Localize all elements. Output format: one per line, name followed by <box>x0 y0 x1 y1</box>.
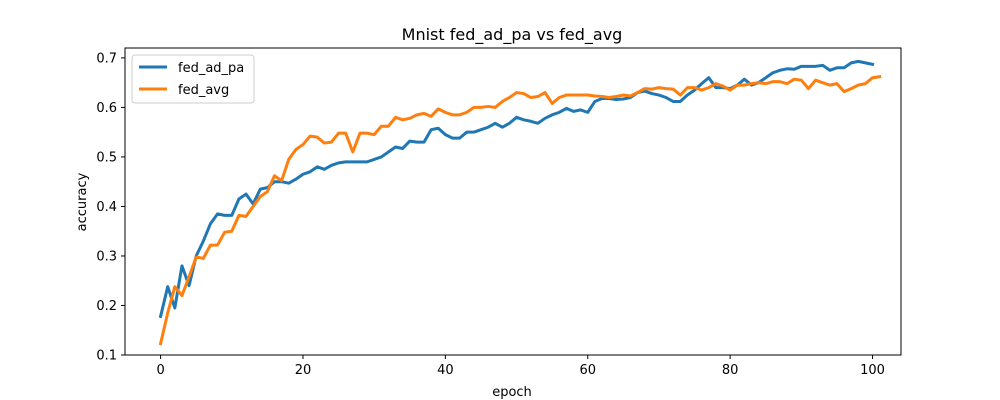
plot-frame <box>124 47 902 356</box>
y-tick-label: 0.1 <box>96 349 117 364</box>
legend: fed_ad_pa fed_avg <box>131 54 255 104</box>
x-tick-label: 100 <box>860 363 885 378</box>
y-tick-label: 0.5 <box>96 150 117 165</box>
y-axis-label: accuracy <box>75 172 90 231</box>
y-tick-label: 0.6 <box>96 101 117 116</box>
x-tick-label: 80 <box>722 363 739 378</box>
x-tick-label: 40 <box>437 363 454 378</box>
x-tick-label: 20 <box>295 363 312 378</box>
x-tick-label: 0 <box>156 363 164 378</box>
legend-label-fed-ad-pa: fed_ad_pa <box>178 61 244 76</box>
ticks-layer: 0 20 40 60 80 100 0.1 0.2 0.3 0.4 0.5 0.6 0.7 <box>96 51 885 378</box>
y-tick-label: 0.2 <box>96 299 117 314</box>
series-line-fed-avg <box>158 75 882 346</box>
y-tick-label: 0.4 <box>96 200 117 215</box>
y-tick-label: 0.3 <box>96 249 117 264</box>
x-axis-label: epoch <box>492 385 532 400</box>
y-tick-label: 0.7 <box>96 51 117 66</box>
legend-label-fed-avg: fed_avg <box>178 83 229 98</box>
chart-title: Mnist fed_ad_pa vs fed_avg <box>402 25 623 45</box>
series-layer <box>158 59 882 346</box>
x-tick-label: 60 <box>579 363 596 378</box>
